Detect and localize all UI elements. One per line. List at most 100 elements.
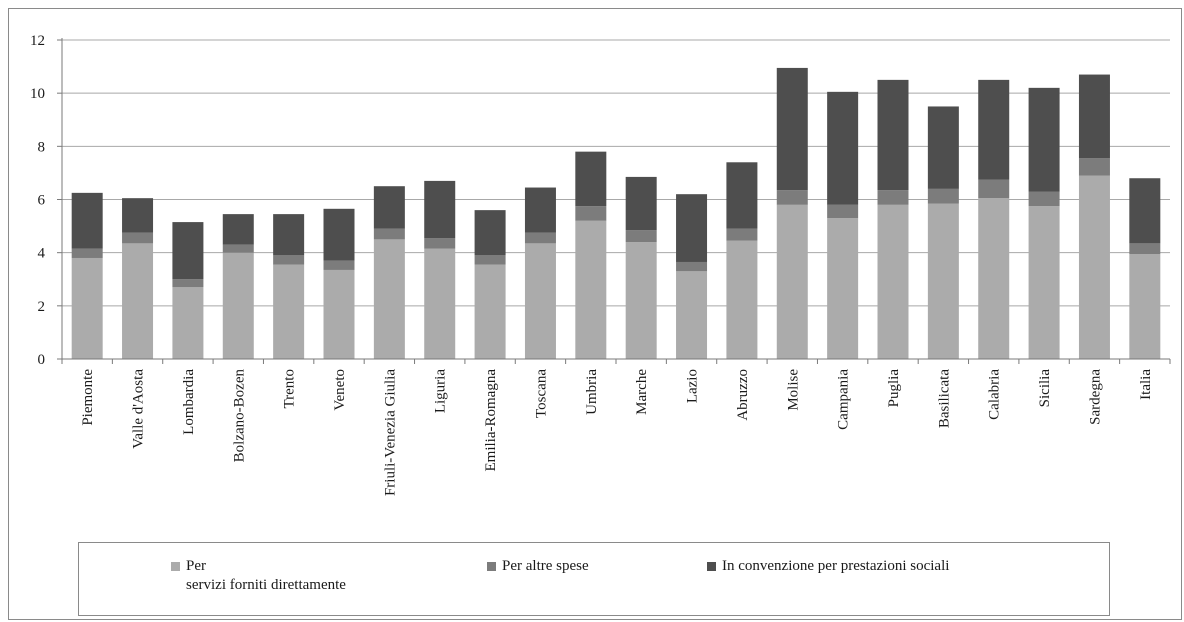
legend-label-direct-services: Per servizi forniti direttamente (186, 558, 346, 593)
bar-segment (776, 204, 808, 359)
x-tick-label: Toscana (533, 369, 549, 418)
bar-segment (524, 187, 556, 233)
bar-segment (776, 67, 808, 191)
bar-segment (424, 248, 456, 359)
bar-segment (625, 242, 657, 359)
bar-segment (222, 244, 254, 253)
bar-segment (625, 176, 657, 231)
x-tick-labels: Piemonte Valle d'Aosta Lombardia Bolzano-Bo… (80, 369, 1154, 497)
bars (71, 67, 1161, 359)
bar-segment (71, 248, 103, 258)
legend-label-other-expenses: Per altre spese (502, 558, 589, 574)
bar-segment (172, 222, 204, 280)
x-tick-label: Veneto (332, 369, 348, 411)
bar-segment (776, 190, 808, 205)
bar-segment (172, 279, 204, 288)
legend-item-social-agreements: In convenzione per prestazioni sociali (707, 557, 949, 576)
x-tick-label: Emilia-Romagna (483, 369, 499, 472)
y-tick-label: 0 (38, 352, 46, 368)
bar-segment (927, 106, 959, 189)
bar-segment (676, 261, 708, 272)
bar-segment (524, 243, 556, 359)
legend-item-direct-services: Per servizi forniti direttamente (171, 557, 346, 595)
x-tick-label: Calabria (987, 369, 1003, 420)
bar-segment (827, 218, 859, 359)
bar-segment (1028, 87, 1060, 192)
legend-swatch-direct-services (171, 562, 180, 571)
bar-segment (676, 194, 708, 262)
bar-segment (827, 91, 859, 205)
bar-segment (575, 151, 607, 207)
bar-segment (222, 252, 254, 359)
bar-segment (524, 232, 556, 244)
bar-segment (726, 240, 758, 359)
bar-segment (122, 198, 154, 233)
bar-segment (877, 79, 909, 191)
x-tick-label: Molise (785, 369, 801, 411)
bar-segment (474, 210, 506, 256)
bar-segment (726, 228, 758, 241)
x-tick-label: Valle d'Aosta (131, 369, 147, 449)
legend-swatch-other-expenses (487, 562, 496, 571)
bar-segment (1129, 243, 1161, 254)
bar-segment (172, 287, 204, 359)
bar-segment (323, 260, 355, 270)
bar-segment (1129, 253, 1161, 359)
legend-item-other-expenses: Per altre spese (487, 557, 589, 576)
bar-segment (222, 214, 254, 245)
bar-segment (273, 214, 305, 256)
x-tick-label: Lombardia (181, 369, 197, 435)
x-tick-label: Campania (836, 369, 852, 430)
x-tick-label: Sardegna (1087, 369, 1103, 425)
bar-segment (1078, 158, 1110, 176)
x-tick-label: Italia (1138, 369, 1154, 400)
bar-segment (625, 230, 657, 243)
x-tick-label: Piemonte (80, 369, 96, 426)
legend: Per servizi forniti direttamente Per alt… (78, 542, 1110, 616)
bar-segment (273, 255, 305, 265)
bar-segment (877, 204, 909, 359)
bar-segment (71, 192, 103, 249)
bar-segment (1078, 74, 1110, 159)
legend-swatch-social-agreements (707, 562, 716, 571)
bar-segment (1028, 206, 1060, 359)
bar-segment (122, 232, 154, 244)
bar-segment (424, 180, 456, 239)
bar-segment (373, 228, 405, 240)
bar-segment (424, 238, 456, 249)
x-tick-label: Liguria (433, 369, 449, 413)
bar-segment (474, 255, 506, 265)
bar-segment (71, 257, 103, 359)
bar-segment (927, 188, 959, 204)
bar-segment (827, 204, 859, 219)
bar-segment (877, 190, 909, 205)
x-tick-label: Bolzano-Bozen (231, 369, 247, 463)
bar-segment (676, 271, 708, 359)
bar-segment (1028, 191, 1060, 207)
x-tick-label: Trento (282, 369, 298, 408)
bar-segment (474, 264, 506, 359)
x-tick-label: Lazio (685, 369, 701, 403)
bar-segment (273, 264, 305, 359)
x-tick-label: Umbria (584, 369, 600, 415)
x-tick-label: Basilicata (936, 369, 952, 428)
axes (57, 38, 1171, 364)
x-tick-label: Marche (634, 369, 650, 415)
legend-label-social-agreements: In convenzione per prestazioni sociali (722, 558, 950, 574)
x-tick-label: Puglia (886, 369, 902, 408)
bar-segment (373, 239, 405, 359)
y-tick-label: 10 (30, 86, 45, 102)
bar-segment (323, 269, 355, 359)
bar-segment (323, 208, 355, 261)
y-tick-labels: 0 2 4 6 8 10 12 (30, 33, 46, 368)
bar-segment (575, 220, 607, 359)
y-tick-label: 4 (38, 246, 46, 262)
bar-segment (726, 162, 758, 229)
y-tick-label: 6 (38, 193, 46, 209)
x-tick-label: Friuli-Venezia Giulia (382, 369, 398, 496)
bar-segment (575, 206, 607, 221)
y-tick-label: 8 (38, 139, 46, 155)
bar-segment (978, 179, 1010, 199)
x-tick-label: Sicilia (1037, 369, 1053, 408)
bar-segment (373, 186, 405, 229)
